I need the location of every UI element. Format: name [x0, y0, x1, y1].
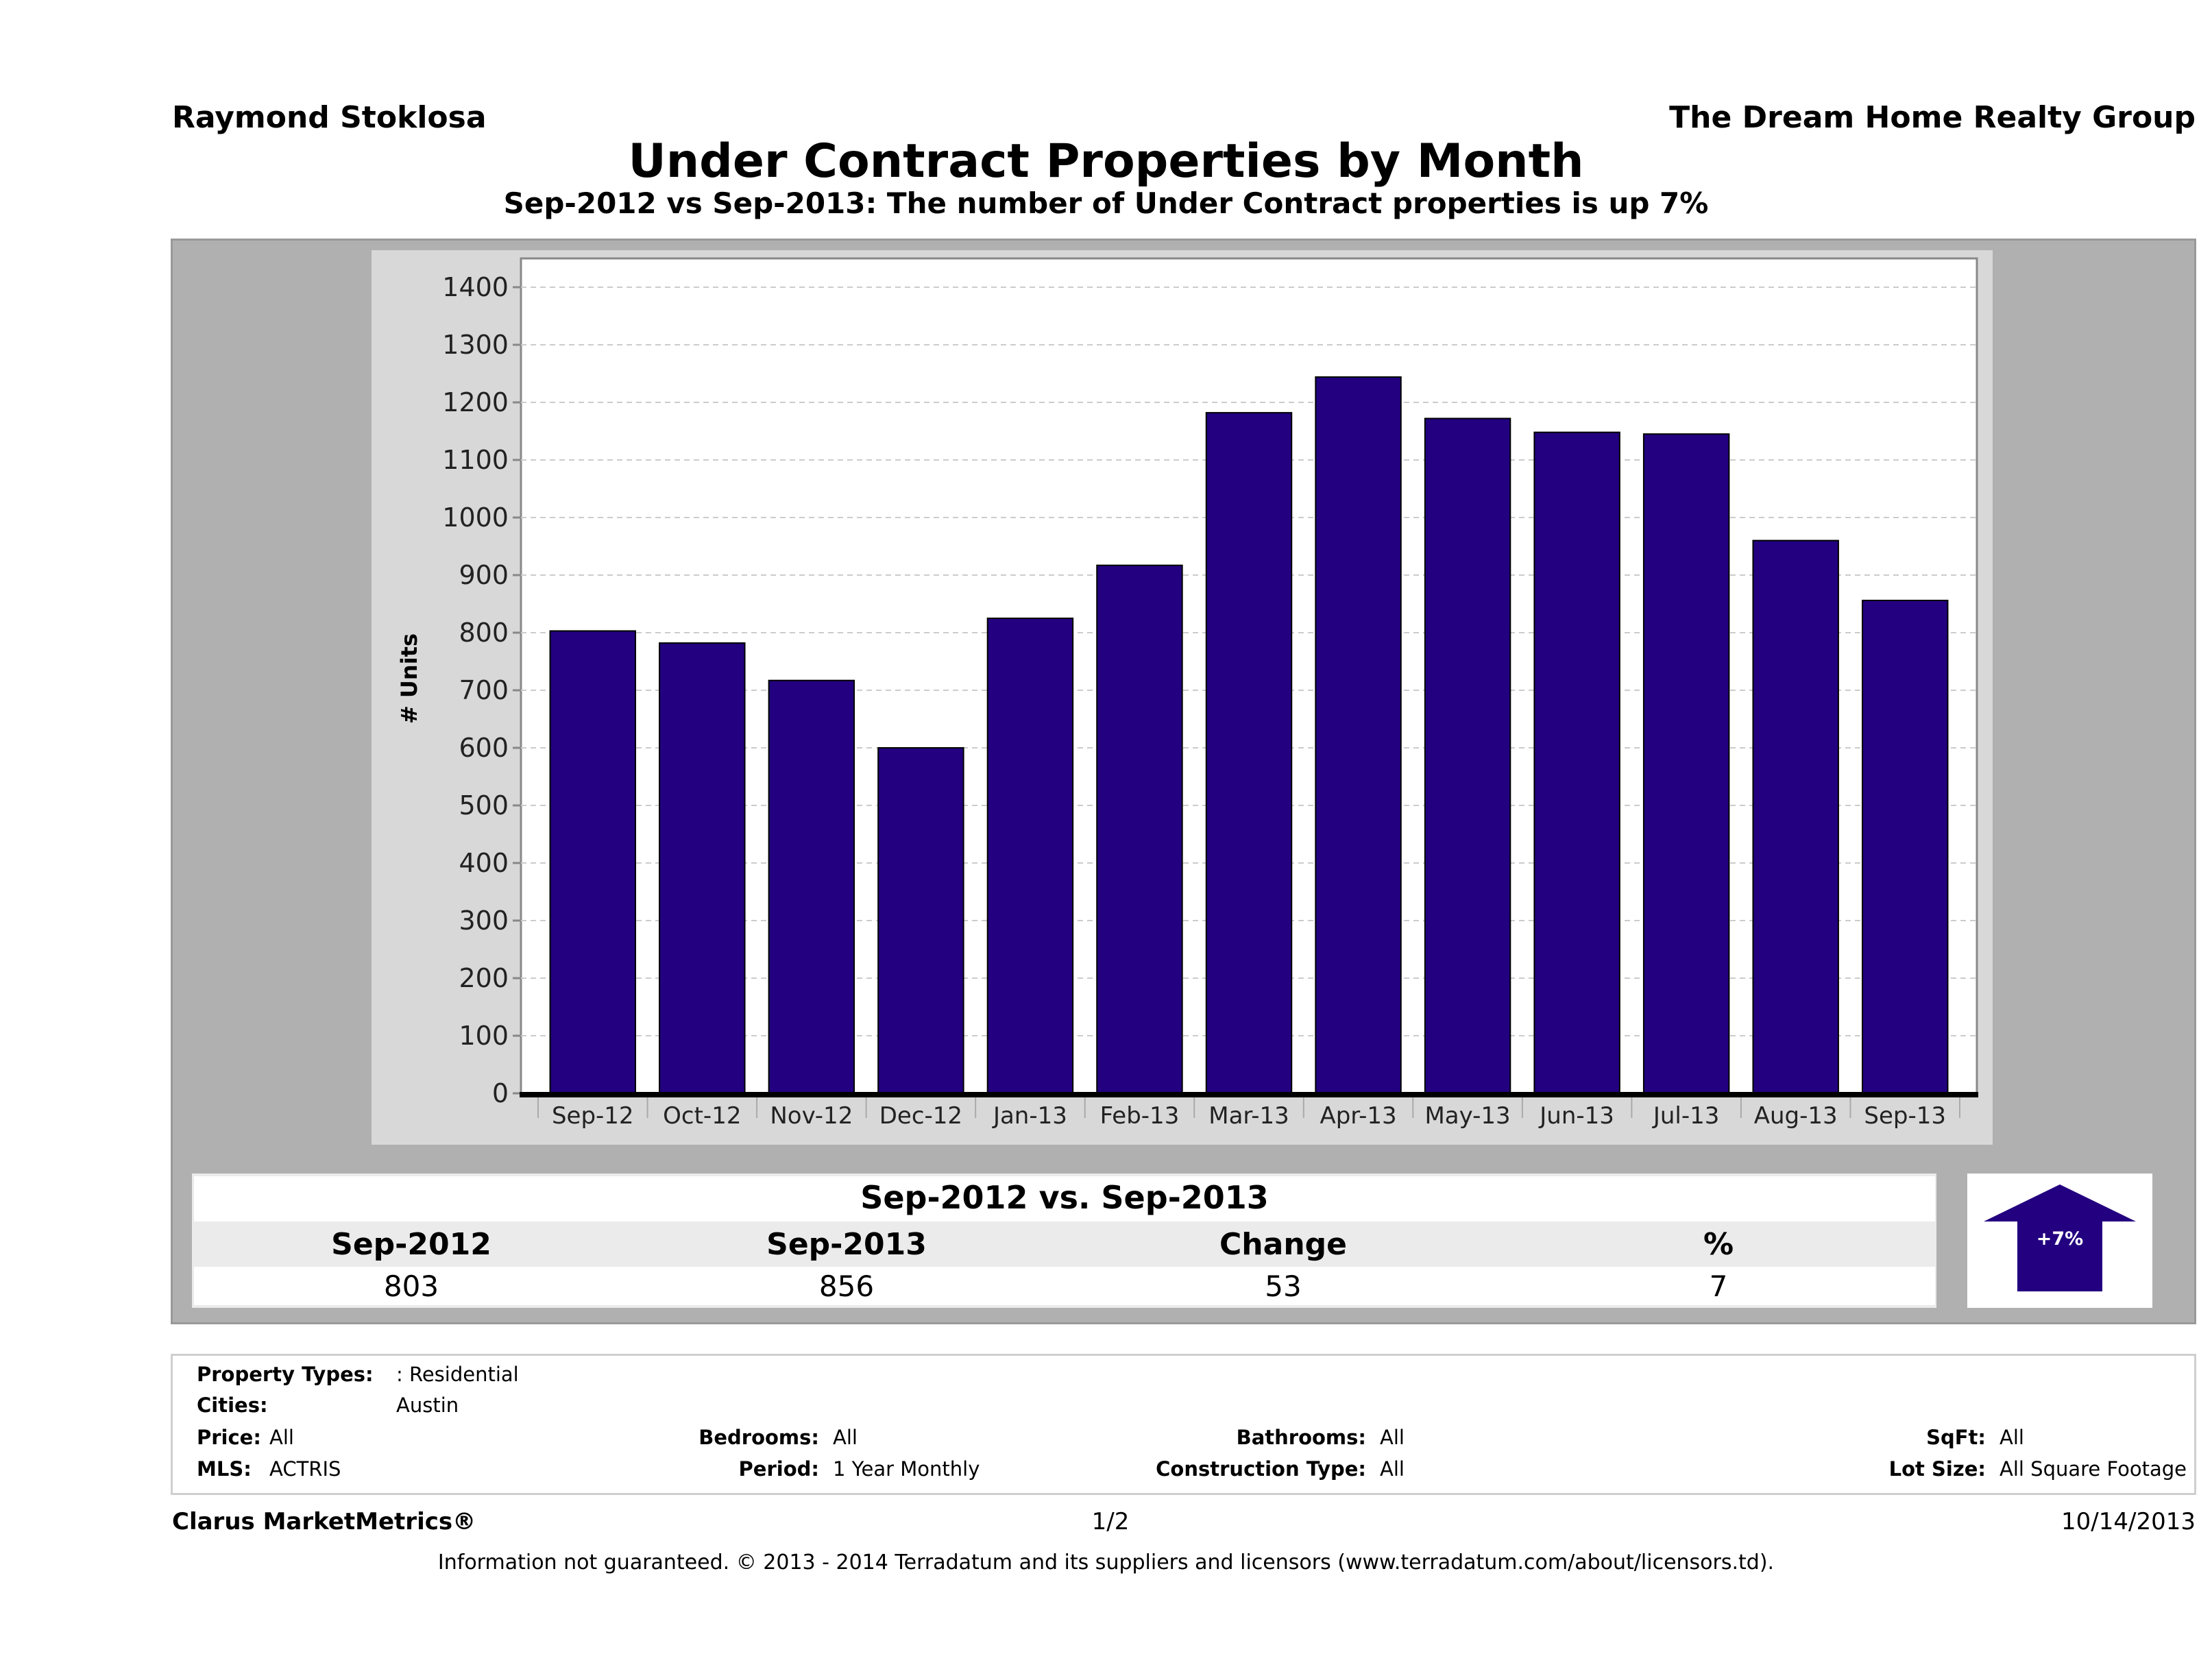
comparison-header-change: Change	[1219, 1227, 1347, 1262]
bar-jun-13	[1533, 431, 1620, 1094]
comparison-value-percent: 7	[1709, 1269, 1728, 1303]
bar-dec-12	[877, 747, 964, 1094]
price-value: All	[269, 1426, 294, 1449]
lot-size-value: All Square Footage	[2000, 1457, 2187, 1481]
bar-mar-13	[1205, 412, 1293, 1094]
page-number: 1/2	[1091, 1508, 1130, 1535]
price-label: Price:	[197, 1426, 261, 1449]
comparison-value-sep-2012: 803	[383, 1269, 439, 1303]
report-date: 10/14/2013	[2061, 1508, 2196, 1535]
bar-sep-12	[549, 630, 636, 1094]
lot-size-label: Lot Size:	[1888, 1457, 1986, 1481]
bar-aug-13	[1752, 539, 1839, 1095]
y-tick-label: 1200	[442, 387, 509, 417]
bathrooms-label: Bathrooms:	[1236, 1426, 1366, 1449]
chart-subtitle: Sep-2012 vs Sep-2013: The number of Unde…	[503, 186, 1709, 220]
footer-brand: Clarus MarketMetrics®	[172, 1508, 476, 1535]
sqft-label: SqFt:	[1926, 1426, 1986, 1449]
x-tick-label: Apr-13	[1320, 1102, 1396, 1130]
x-tick-label: Jul-13	[1652, 1102, 1720, 1130]
bar-sep-13	[1862, 599, 1949, 1094]
x-tick-label: May-13	[1424, 1102, 1510, 1130]
y-tick-label: 1400	[442, 272, 509, 302]
construction-type-value: All	[1380, 1457, 1405, 1481]
up-arrow-icon: +7%	[1984, 1184, 2136, 1291]
mls-label: MLS:	[197, 1457, 252, 1481]
y-tick-label: 1100	[442, 445, 509, 475]
y-tick-label: 300	[459, 905, 509, 936]
bar-jul-13	[1642, 433, 1730, 1094]
mls-value: ACTRIS	[269, 1457, 341, 1481]
period-label: Period:	[738, 1457, 819, 1481]
disclaimer: Information not guaranteed. © 2013 - 201…	[437, 1551, 1775, 1574]
comparison-title: Sep-2012 vs. Sep-2013	[860, 1179, 1269, 1216]
bathrooms-value: All	[1380, 1426, 1405, 1449]
x-tick-label: Jun-13	[1538, 1102, 1614, 1130]
y-tick-label: 800	[459, 618, 509, 648]
agent-name: Raymond Stoklosa	[172, 100, 487, 135]
bar-apr-13	[1315, 376, 1402, 1094]
x-tick-label: Sep-12	[552, 1102, 634, 1130]
comparison-header-percent: %	[1703, 1227, 1734, 1262]
comparison-value-row	[194, 1267, 1935, 1305]
comparison-header-sep-2013: Sep-2013	[766, 1227, 927, 1262]
bar-jan-13	[986, 618, 1074, 1094]
bar-feb-13	[1096, 564, 1183, 1095]
bar-may-13	[1424, 417, 1511, 1094]
bedrooms-value: All	[833, 1426, 858, 1449]
x-tick-label: Oct-12	[663, 1102, 741, 1130]
bar-nov-12	[768, 679, 855, 1094]
y-tick-label: 0	[492, 1078, 509, 1108]
chart-title: Under Contract Properties by Month	[628, 134, 1584, 189]
x-tick-label: Feb-13	[1100, 1102, 1180, 1130]
comparison-title-row	[194, 1176, 1935, 1221]
y-tick-label: 700	[459, 675, 509, 705]
period-value: 1 Year Monthly	[833, 1457, 980, 1481]
company-name: The Dream Home Realty Group	[1669, 100, 2196, 135]
bar-chart: 0 100 200 300 400 500 600 700 800 900 1000 1100 1200…	[396, 257, 1978, 1130]
y-tick-label: 900	[459, 560, 509, 590]
property-types-label: Property Types:	[197, 1363, 374, 1386]
filter-criteria-panel	[171, 1354, 2196, 1495]
construction-type-label: Construction Type:	[1156, 1457, 1366, 1481]
comparison-value-change: 53	[1265, 1269, 1302, 1303]
y-tick-label: 100	[459, 1021, 509, 1051]
comparison-header-sep-2012: Sep-2012	[331, 1227, 491, 1262]
sqft-value: All	[2000, 1426, 2024, 1449]
x-tick-label: Dec-12	[879, 1102, 962, 1130]
y-tick-label: 400	[459, 848, 509, 878]
bar-oct-12	[659, 642, 746, 1094]
comparison-value-sep-2013: 856	[818, 1269, 875, 1303]
y-tick-label: 200	[459, 963, 509, 993]
x-tick-label: Sep-13	[1864, 1102, 1946, 1130]
x-tick-label: Nov-12	[770, 1102, 853, 1130]
change-badge: +7%	[2037, 1228, 2083, 1250]
bedrooms-label: Bedrooms:	[698, 1426, 819, 1449]
property-types-value: : Residential	[396, 1363, 519, 1386]
y-tick-label: 1300	[442, 330, 509, 360]
cities-label: Cities:	[197, 1394, 268, 1417]
y-axis-label: # Units	[396, 633, 422, 724]
y-tick-label: 1000	[442, 502, 509, 533]
x-tick-label: Aug-13	[1754, 1102, 1838, 1130]
x-tick-label: Mar-13	[1208, 1102, 1289, 1130]
y-tick-label: 600	[459, 733, 509, 763]
cities-value: Austin	[396, 1394, 459, 1417]
x-tick-label: Jan-13	[992, 1102, 1067, 1130]
y-tick-label: 500	[459, 790, 509, 820]
